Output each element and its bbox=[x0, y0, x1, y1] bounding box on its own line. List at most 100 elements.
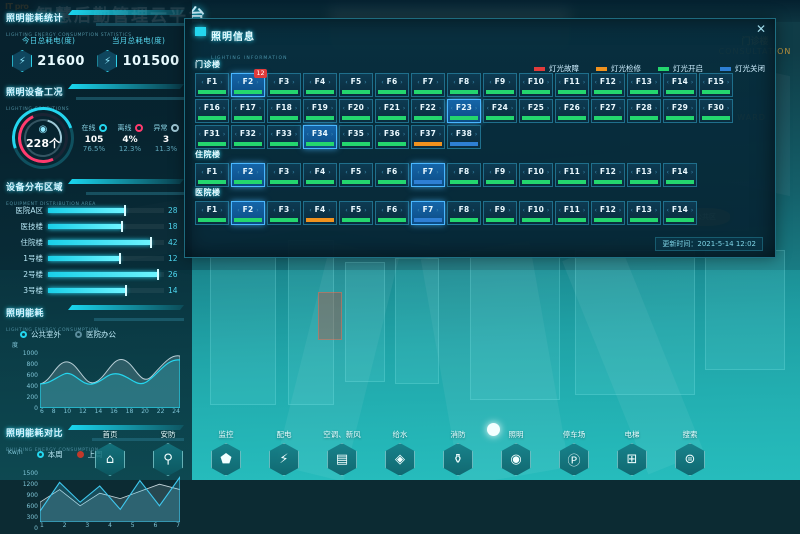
floor-cell[interactable]: ‹ F10 › bbox=[519, 73, 553, 97]
floor-cell[interactable]: ‹ F21 › bbox=[375, 99, 409, 123]
area-bar-row: 1号楼 12 bbox=[6, 250, 186, 266]
floor-cell[interactable]: ‹ F8 › bbox=[447, 201, 481, 225]
floor-cell[interactable]: ‹ F12 › bbox=[591, 201, 625, 225]
floor-cell[interactable]: ‹ F27 › bbox=[591, 99, 625, 123]
floor-cell[interactable]: ‹ F12 › bbox=[591, 163, 625, 187]
nav-item-search[interactable]: 搜索 ⊜ bbox=[666, 429, 714, 476]
floor-cell[interactable]: ‹ F30 › bbox=[699, 99, 733, 123]
floor-cell[interactable]: ‹ F8 › bbox=[447, 73, 481, 97]
floor-cell[interactable]: ‹ F5 › bbox=[339, 73, 373, 97]
nav-item-air[interactable]: 空调、新风 ▤ bbox=[318, 429, 366, 476]
floor-cell[interactable]: ‹ F20 › bbox=[339, 99, 373, 123]
floor-cell[interactable]: ‹ F10 › bbox=[519, 163, 553, 187]
floor-cell[interactable]: ‹ F8 › bbox=[447, 163, 481, 187]
floor-cell[interactable]: ‹ F23 › bbox=[447, 99, 481, 123]
floor-cell[interactable]: ‹ F12 › bbox=[591, 73, 625, 97]
floor-cell-status bbox=[450, 142, 478, 146]
floor-cell[interactable]: ‹ F11 › bbox=[555, 73, 589, 97]
floor-cell[interactable]: ‹ F17 › bbox=[231, 99, 265, 123]
floor-cell[interactable]: ‹ F6 › bbox=[375, 201, 409, 225]
floor-cell[interactable]: ‹ F6 › bbox=[375, 73, 409, 97]
floor-cell[interactable]: ‹ F2 › bbox=[231, 163, 265, 187]
floor-cell[interactable]: ‹ F13 › bbox=[627, 201, 661, 225]
floor-cell[interactable]: ‹ F35 › bbox=[339, 125, 373, 149]
legend-item-this-week[interactable]: 本周 bbox=[36, 449, 63, 460]
floor-cell[interactable]: ‹ F14 › bbox=[663, 201, 697, 225]
floor-cell[interactable]: ‹ F38 › bbox=[447, 125, 481, 149]
floor-cell[interactable]: ‹ F5 › bbox=[339, 201, 373, 225]
floor-cell[interactable]: ‹ F33 › bbox=[267, 125, 301, 149]
floor-cell[interactable]: ‹ F9 › bbox=[483, 163, 517, 187]
floor-cell-label: F3 bbox=[278, 205, 290, 214]
floor-cell[interactable]: 12 ‹ F2 › bbox=[231, 69, 267, 97]
nav-item-camera[interactable]: 安防 ⚲ bbox=[144, 429, 192, 476]
kpi-label: 当月总耗电(度) bbox=[111, 36, 166, 45]
nav-item-bulb[interactable]: 照明 ◉ bbox=[492, 429, 540, 476]
floor-cell[interactable]: ‹ F3 › bbox=[267, 163, 301, 187]
nav-item-shield[interactable]: 监控 ⬟ bbox=[202, 429, 250, 476]
legend-on: 灯光开启 bbox=[658, 63, 703, 74]
floor-cell-label: F3 bbox=[278, 77, 290, 86]
floor-group: 医院楼 ‹ F1 › ‹ F2 › ‹ F3 › ‹ F4 › ‹ F5 › ‹ F6 › ‹… bbox=[195, 187, 765, 225]
floor-cell[interactable]: ‹ F11 › bbox=[555, 201, 589, 225]
floor-cell[interactable]: ‹ F15 › bbox=[699, 73, 733, 97]
floor-cell-status bbox=[666, 116, 694, 120]
floor-cell[interactable]: ‹ F19 › bbox=[303, 99, 337, 123]
floor-cell[interactable]: ‹ F2 › bbox=[231, 201, 265, 225]
floor-cell[interactable]: ‹ F6 › bbox=[375, 163, 409, 187]
status-label: 异常 bbox=[153, 124, 168, 132]
area-bar-row: 2号楼 26 bbox=[6, 266, 186, 282]
floor-cell[interactable]: ‹ F3 › bbox=[267, 73, 301, 97]
floor-cell[interactable]: ‹ F36 › bbox=[375, 125, 409, 149]
floor-cell-label: F12 bbox=[599, 205, 617, 214]
floor-cell[interactable]: ‹ F32 › bbox=[231, 125, 265, 149]
floor-cell[interactable]: ‹ F7 › bbox=[411, 163, 445, 187]
floor-cell[interactable]: ‹ F7 › bbox=[411, 73, 445, 97]
area-bar-label: 3号楼 bbox=[23, 285, 43, 295]
floor-cell[interactable]: ‹ F1 › bbox=[195, 201, 229, 225]
floor-cell[interactable]: ‹ F14 › bbox=[663, 73, 697, 97]
close-icon[interactable]: ✕ bbox=[755, 22, 767, 36]
floor-groups: 门诊楼 ‹ F1 › 12 ‹ F2 › ‹ F3 › ‹ F4 › ‹ F5 › ‹ F6 … bbox=[185, 59, 775, 225]
floor-cell[interactable]: ‹ F22 › bbox=[411, 99, 445, 123]
nav-item-parking[interactable]: 停车场 Ⓟ bbox=[550, 429, 598, 476]
floor-cell[interactable]: ‹ F1 › bbox=[195, 73, 229, 97]
legend-item-outdoor[interactable]: 公共室外 bbox=[20, 329, 61, 340]
floor-cell[interactable]: ‹ F13 › bbox=[627, 163, 661, 187]
nav-item-elevator[interactable]: 电梯 ⊞ bbox=[608, 429, 656, 476]
floor-cell[interactable]: ‹ F9 › bbox=[483, 73, 517, 97]
floor-cell[interactable]: ‹ F16 › bbox=[195, 99, 229, 123]
floor-cell[interactable]: ‹ F31 › bbox=[195, 125, 229, 149]
nav-item-bolt[interactable]: 配电 ⚡ bbox=[260, 429, 308, 476]
floor-cell[interactable]: ‹ F34 › bbox=[303, 125, 337, 149]
floor-cell-label: F26 bbox=[563, 103, 581, 112]
floor-cell[interactable]: ‹ F3 › bbox=[267, 201, 301, 225]
floor-cell[interactable]: ‹ F11 › bbox=[555, 163, 589, 187]
floor-cell[interactable]: ‹ F28 › bbox=[627, 99, 661, 123]
floor-cell[interactable]: ‹ F24 › bbox=[483, 99, 517, 123]
area-bar-list: 医院A区 28 医技楼 18 住院楼 42 1号楼 12 2号楼 26 3号楼 14 bbox=[6, 202, 186, 298]
floor-cell[interactable]: ‹ F25 › bbox=[519, 99, 553, 123]
floor-cell[interactable]: ‹ F7 › bbox=[411, 201, 445, 225]
floor-cell[interactable]: ‹ F14 › bbox=[663, 163, 697, 187]
nav-item-water[interactable]: 给水 ◈ bbox=[376, 429, 424, 476]
chart-x-axis: 6 8 10 12 14 16 18 20 22 24 bbox=[40, 408, 180, 420]
dialog-legend: 灯光故障 灯光检修 灯光开启 灯光关闭 bbox=[534, 63, 765, 74]
floor-cell[interactable]: ‹ F4 › bbox=[303, 73, 337, 97]
floor-cell[interactable]: ‹ F1 › bbox=[195, 163, 229, 187]
floor-cell[interactable]: ‹ F26 › bbox=[555, 99, 589, 123]
floor-cell[interactable]: ‹ F37 › bbox=[411, 125, 445, 149]
floor-cell[interactable]: ‹ F29 › bbox=[663, 99, 697, 123]
nav-item-fire[interactable]: 消防 ⚱ bbox=[434, 429, 482, 476]
floor-cell[interactable]: ‹ F10 › bbox=[519, 201, 553, 225]
legend-item-office[interactable]: 医院办公 bbox=[75, 329, 116, 340]
floor-cell[interactable]: ‹ F4 › bbox=[303, 163, 337, 187]
elevator-icon: ⊞ bbox=[617, 443, 647, 476]
floor-cell[interactable]: ‹ F13 › bbox=[627, 73, 661, 97]
floor-cell[interactable]: ‹ F18 › bbox=[267, 99, 301, 123]
nav-item-home[interactable]: 首页 ⌂ bbox=[86, 429, 134, 476]
floor-cell[interactable]: ‹ F5 › bbox=[339, 163, 373, 187]
section-title: 照明能耗 bbox=[6, 309, 45, 319]
floor-cell[interactable]: ‹ F9 › bbox=[483, 201, 517, 225]
floor-cell[interactable]: ‹ F4 › bbox=[303, 201, 337, 225]
